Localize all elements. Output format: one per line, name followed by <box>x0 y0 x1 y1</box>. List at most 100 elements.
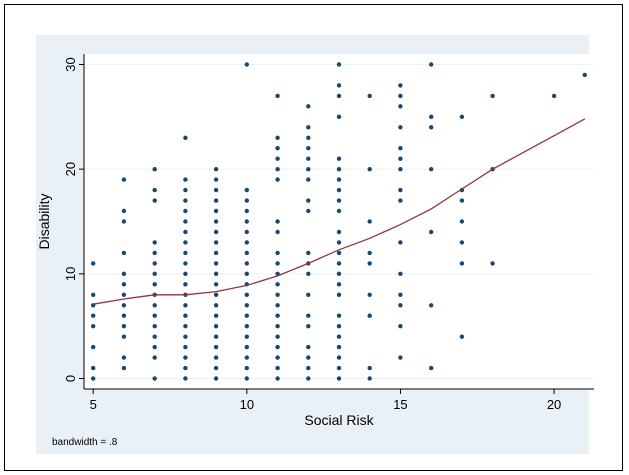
scatter-point <box>336 187 342 193</box>
x-tick-label: 5 <box>90 397 97 412</box>
scatter-point <box>459 198 465 203</box>
scatter-point <box>398 271 403 276</box>
scatter-point <box>152 271 157 276</box>
scatter-point <box>306 104 311 109</box>
scatter-point <box>213 334 219 339</box>
scatter-point <box>91 261 96 266</box>
scatter-point <box>213 271 219 276</box>
scatter-point <box>152 313 157 318</box>
scatter-point <box>121 303 127 308</box>
scatter-point <box>183 376 188 381</box>
scatter-point <box>213 261 219 266</box>
scatter-point <box>183 324 188 329</box>
scatter-point <box>91 313 96 318</box>
scatter-point <box>398 240 403 245</box>
scatter-point <box>244 250 249 256</box>
scatter-point <box>275 344 280 350</box>
scatter-point <box>306 125 311 130</box>
scatter-point <box>152 240 157 245</box>
scatter-point <box>121 177 127 182</box>
scatter-point <box>459 261 465 266</box>
bandwidth-note: bandwidth = .8 <box>52 437 118 448</box>
scatter-point <box>121 219 127 224</box>
scatter-point <box>244 187 249 193</box>
x-tick-label: 10 <box>240 397 254 412</box>
scatter-point <box>275 167 280 172</box>
scatter-point <box>244 208 249 214</box>
scatter-point <box>244 271 249 276</box>
scatter-point <box>336 261 342 266</box>
scatter-point <box>398 146 403 151</box>
scatter-point <box>306 177 311 182</box>
scatter-point <box>152 303 157 308</box>
chart-frame: 0 10 20 30 5 10 15 20 Social Risk Disability ba… <box>4 4 623 471</box>
scatter-point <box>244 365 249 371</box>
scatter-point <box>398 167 403 172</box>
scatter-point <box>275 135 280 140</box>
scatter-point <box>183 261 188 266</box>
scatter-point <box>244 198 249 203</box>
scatter-point <box>91 324 96 329</box>
scatter-point <box>244 334 249 339</box>
scatter-point <box>336 344 342 350</box>
scatter-point <box>183 365 188 371</box>
scatter-point <box>429 114 434 120</box>
scatter-point <box>429 365 434 371</box>
scatter-point <box>336 324 342 329</box>
scatter-point <box>183 187 188 193</box>
scatter-point <box>244 292 249 297</box>
scatter-point <box>459 114 465 120</box>
scatter-point <box>275 93 280 99</box>
scatter-point <box>183 344 188 350</box>
scatter-point <box>244 324 249 329</box>
scatter-point <box>213 198 219 203</box>
scatter-point <box>275 334 280 339</box>
scatter-point <box>306 365 311 371</box>
scatter-point <box>275 376 280 381</box>
scatter-point <box>213 365 219 371</box>
scatter-point <box>306 313 311 318</box>
scatter-point <box>244 229 249 235</box>
scatter-point <box>336 365 342 371</box>
scatter-point <box>91 344 96 350</box>
axes: 0 10 20 30 5 10 15 20 <box>63 54 594 412</box>
scatter-point <box>213 344 219 350</box>
scatter-point <box>183 198 188 203</box>
scatter-point <box>213 324 219 329</box>
scatter-point <box>152 187 157 193</box>
scatter-point <box>152 355 157 360</box>
scatter-point <box>367 376 372 381</box>
scatter-point <box>398 355 403 360</box>
scatter-point <box>336 240 342 245</box>
scatter-point <box>91 365 96 371</box>
scatter-point <box>152 261 157 266</box>
scatter-point <box>429 167 434 172</box>
scatter-point <box>306 344 311 350</box>
scatter-point <box>91 292 96 297</box>
scatter-point <box>275 156 280 161</box>
scatter-point <box>213 219 219 224</box>
scatter-point <box>336 313 342 318</box>
scatter-point <box>336 271 342 276</box>
scatter-point <box>336 376 342 381</box>
scatter-point <box>183 313 188 318</box>
scatter-point <box>183 229 188 235</box>
scatter-point <box>275 324 280 329</box>
scatter-point <box>121 271 127 276</box>
scatter-point <box>367 219 372 224</box>
scatter-point <box>121 208 127 214</box>
scatter-point <box>336 282 342 287</box>
scatter-point <box>336 62 342 67</box>
scatter-point <box>306 376 311 381</box>
scatter-point <box>121 334 127 339</box>
scatter-point <box>121 313 127 318</box>
scatter-point <box>244 376 249 381</box>
scatter-point <box>336 83 342 88</box>
scatter-point <box>275 355 280 360</box>
scatter-point <box>183 219 188 224</box>
scatter-point <box>336 114 342 120</box>
scatter-point <box>183 208 188 214</box>
scatter-point <box>275 146 280 151</box>
scatter-chart: 0 10 20 30 5 10 15 20 Social Risk Disability ba… <box>36 35 594 454</box>
scatter-point <box>183 303 188 308</box>
